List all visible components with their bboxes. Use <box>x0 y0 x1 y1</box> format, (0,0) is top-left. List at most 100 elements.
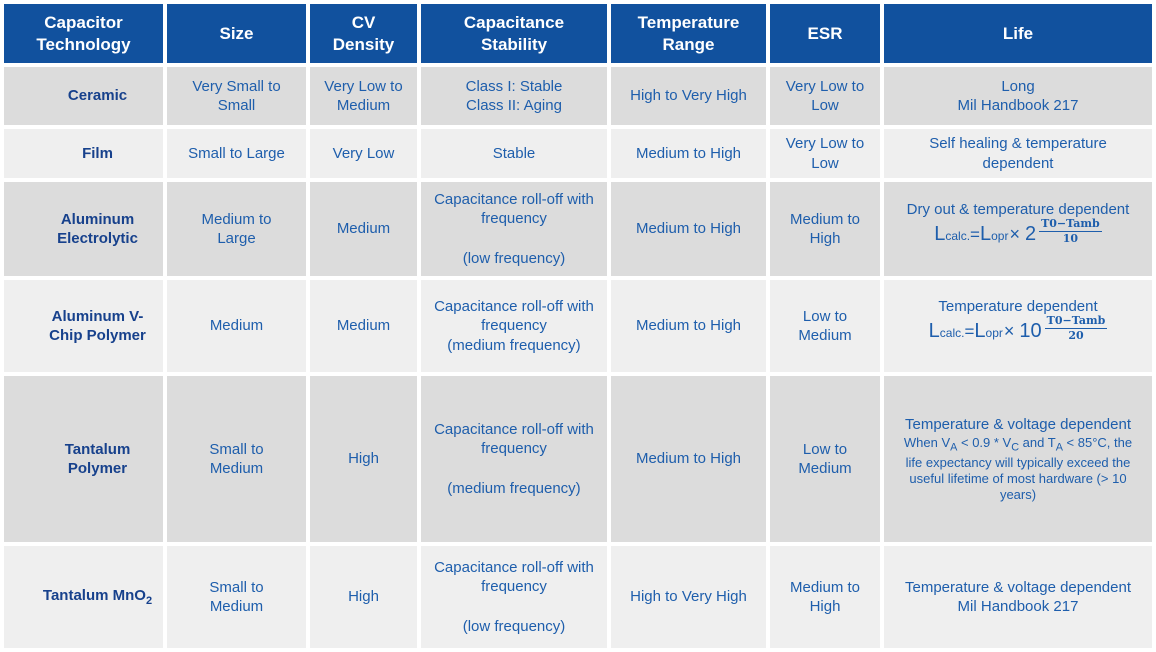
cell-ceramic-size: Very Small to Small <box>167 67 306 125</box>
formula-subscript: opr <box>991 229 1009 244</box>
note-text: and T <box>1019 435 1056 451</box>
life-line2: Mil Handbook 217 <box>957 97 1079 114</box>
row-label-aluminum-electrolytic: Aluminum Electrolytic <box>4 182 163 276</box>
fraction-numerator: T0−Tamb <box>1044 314 1108 329</box>
cell-film-life: Self healing & temperature dependent <box>884 129 1152 178</box>
column-header-esr: ESR <box>770 4 880 63</box>
cell-film-esr: Very Low to Low <box>770 129 880 178</box>
cell-aluminum-electrolytic-esr: Medium to High <box>770 182 880 276</box>
formula-var: L <box>934 223 946 246</box>
cell-tantalum-polymer-esr: Low to Medium <box>770 376 880 542</box>
life-text: Dry out & temperature dependent <box>906 201 1130 219</box>
stability-main: Capacitance roll-off with frequency <box>434 420 594 457</box>
cell-ceramic-esr: Very Low to Low <box>770 67 880 125</box>
table-row-aluminum-electrolytic: Aluminum Electrolytic Medium to Large Me… <box>4 182 1152 276</box>
life-line2: Mil Handbook 217 <box>957 598 1079 615</box>
table-row-tantalum-mno2: Tantalum MnO2 Small to Medium High Capac… <box>4 546 1152 648</box>
column-header-size: Size <box>167 4 306 63</box>
cell-aluminum-electrolytic-cv-density: Medium <box>310 182 417 276</box>
cell-tantalum-polymer-life: Temperature & voltage dependent When VA … <box>884 376 1152 542</box>
cell-tantalum-mno2-temperature: High to Very High <box>611 546 766 648</box>
cell-tantalum-polymer-cv-density: High <box>310 376 417 542</box>
cell-tantalum-mno2-size: Small to Medium <box>167 546 306 648</box>
column-header-capacitance-stability: Capacitance Stability <box>421 4 607 63</box>
row-label-tantalum-mno2: Tantalum MnO2 <box>4 546 163 648</box>
formula-var: L <box>979 223 992 246</box>
note-text: < 85°C, the life expectancy will typical… <box>905 435 1133 502</box>
cell-film-size: Small to Large <box>167 129 306 178</box>
stability-main: Capacitance roll-off with frequency <box>434 298 594 335</box>
life-text: Temperature & voltage dependent <box>905 416 1131 434</box>
cell-tantalum-polymer-temperature: Medium to High <box>611 376 766 542</box>
life-condition-note: When VA < 0.9 * VC and TA < 85°C, the li… <box>900 435 1136 502</box>
column-header-cv-density: CV Density <box>310 4 417 63</box>
cell-ceramic-stability: Class I: Stable Class II: Aging <box>421 67 607 125</box>
formula-subscript: calc. <box>939 326 965 341</box>
cell-aluminum-vchip-esr: Low to Medium <box>770 280 880 372</box>
cell-aluminum-vchip-stability: Capacitance roll-off with frequency (med… <box>421 280 607 372</box>
cell-film-temperature: Medium to High <box>611 129 766 178</box>
formula-var: L <box>928 320 940 343</box>
life-line1: Long <box>1001 77 1035 95</box>
cell-film-stability: Stable <box>421 129 607 178</box>
cell-tantalum-mno2-stability: Capacitance roll-off with frequency (low… <box>421 546 607 648</box>
cell-tantalum-polymer-size: Small to Medium <box>167 376 306 542</box>
note-text: When V <box>903 435 951 451</box>
table-row-ceramic: Ceramic Very Small to Small Very Low to … <box>4 67 1152 125</box>
fraction-numerator: T0−Tamb <box>1039 217 1102 232</box>
row-label-ceramic: Ceramic <box>4 67 163 125</box>
fraction-denominator: 10 <box>1062 231 1079 245</box>
cell-aluminum-vchip-cv-density: Medium <box>310 280 417 372</box>
column-header-capacitor-technology: Capacitor Technology <box>4 4 163 63</box>
header-row: Capacitor Technology Size CV Density Cap… <box>4 4 1152 63</box>
column-header-temperature-range: Temperature Range <box>611 4 766 63</box>
cell-tantalum-polymer-stability: Capacitance roll-off with frequency (med… <box>421 376 607 542</box>
stability-note: (medium frequency) <box>447 480 581 498</box>
cell-ceramic-life: Long Mil Handbook 217 <box>884 67 1152 125</box>
column-header-life: Life <box>884 4 1152 63</box>
stability-note: (low frequency) <box>462 250 566 268</box>
cell-aluminum-vchip-size: Medium <box>167 280 306 372</box>
life-text: Self healing & temperature dependent <box>929 135 1107 172</box>
formula-subscript: calc. <box>945 229 971 244</box>
note-subscript: A <box>950 442 958 454</box>
cell-aluminum-electrolytic-stability: Capacitance roll-off with frequency (low… <box>421 182 607 276</box>
stability-note: (medium frequency) <box>447 336 581 354</box>
fraction-denominator: 20 <box>1068 328 1084 342</box>
stability-class1: Class I: Stable <box>465 77 563 95</box>
cell-aluminum-electrolytic-temperature: Medium to High <box>611 182 766 276</box>
row-label-tantalum-polymer: Tantalum Polymer <box>4 376 163 542</box>
cell-aluminum-vchip-temperature: Medium to High <box>611 280 766 372</box>
table-row-aluminum-vchip-polymer: Aluminum V-Chip Polymer Medium Medium Ca… <box>4 280 1152 372</box>
note-subscript: A <box>1055 442 1063 454</box>
cell-tantalum-mno2-life: Temperature & voltage dependent Mil Hand… <box>884 546 1152 648</box>
cell-aluminum-electrolytic-size: Medium to Large <box>167 182 306 276</box>
formula-times-sign: × <box>1003 321 1015 342</box>
formula-equals: = <box>964 322 975 342</box>
life-text: Temperature dependent <box>938 298 1098 316</box>
formula-var: L <box>974 320 986 343</box>
row-label-aluminum-vchip-polymer: Aluminum V-Chip Polymer <box>4 280 163 372</box>
row-label-film: Film <box>4 129 163 178</box>
stability-note: (low frequency) <box>462 618 566 636</box>
cell-tantalum-mno2-cv-density: High <box>310 546 417 648</box>
note-subscript: C <box>1011 442 1020 454</box>
row-label-text: Tantalum MnO <box>42 586 146 604</box>
life-line1: Temperature & voltage dependent <box>905 578 1131 596</box>
stability-main: Capacitance roll-off with frequency <box>434 558 594 595</box>
cell-tantalum-mno2-esr: Medium to High <box>770 546 880 648</box>
formula-exponent-fraction: T0−Tamb 10 <box>1039 217 1102 245</box>
cell-ceramic-cv-density: Very Low to Medium <box>310 67 417 125</box>
formula-times-sign: × <box>1009 224 1020 245</box>
cell-film-cv-density: Very Low <box>310 129 417 178</box>
table-row-film: Film Small to Large Very Low Stable Medi… <box>4 129 1152 178</box>
formula-equals: = <box>970 225 980 245</box>
stability-class2: Class II: Aging <box>466 97 562 114</box>
table-row-tantalum-polymer: Tantalum Polymer Small to Medium High Ca… <box>4 376 1152 542</box>
formula-subscript: opr <box>985 326 1003 341</box>
stability-main: Capacitance roll-off with frequency <box>434 190 594 227</box>
